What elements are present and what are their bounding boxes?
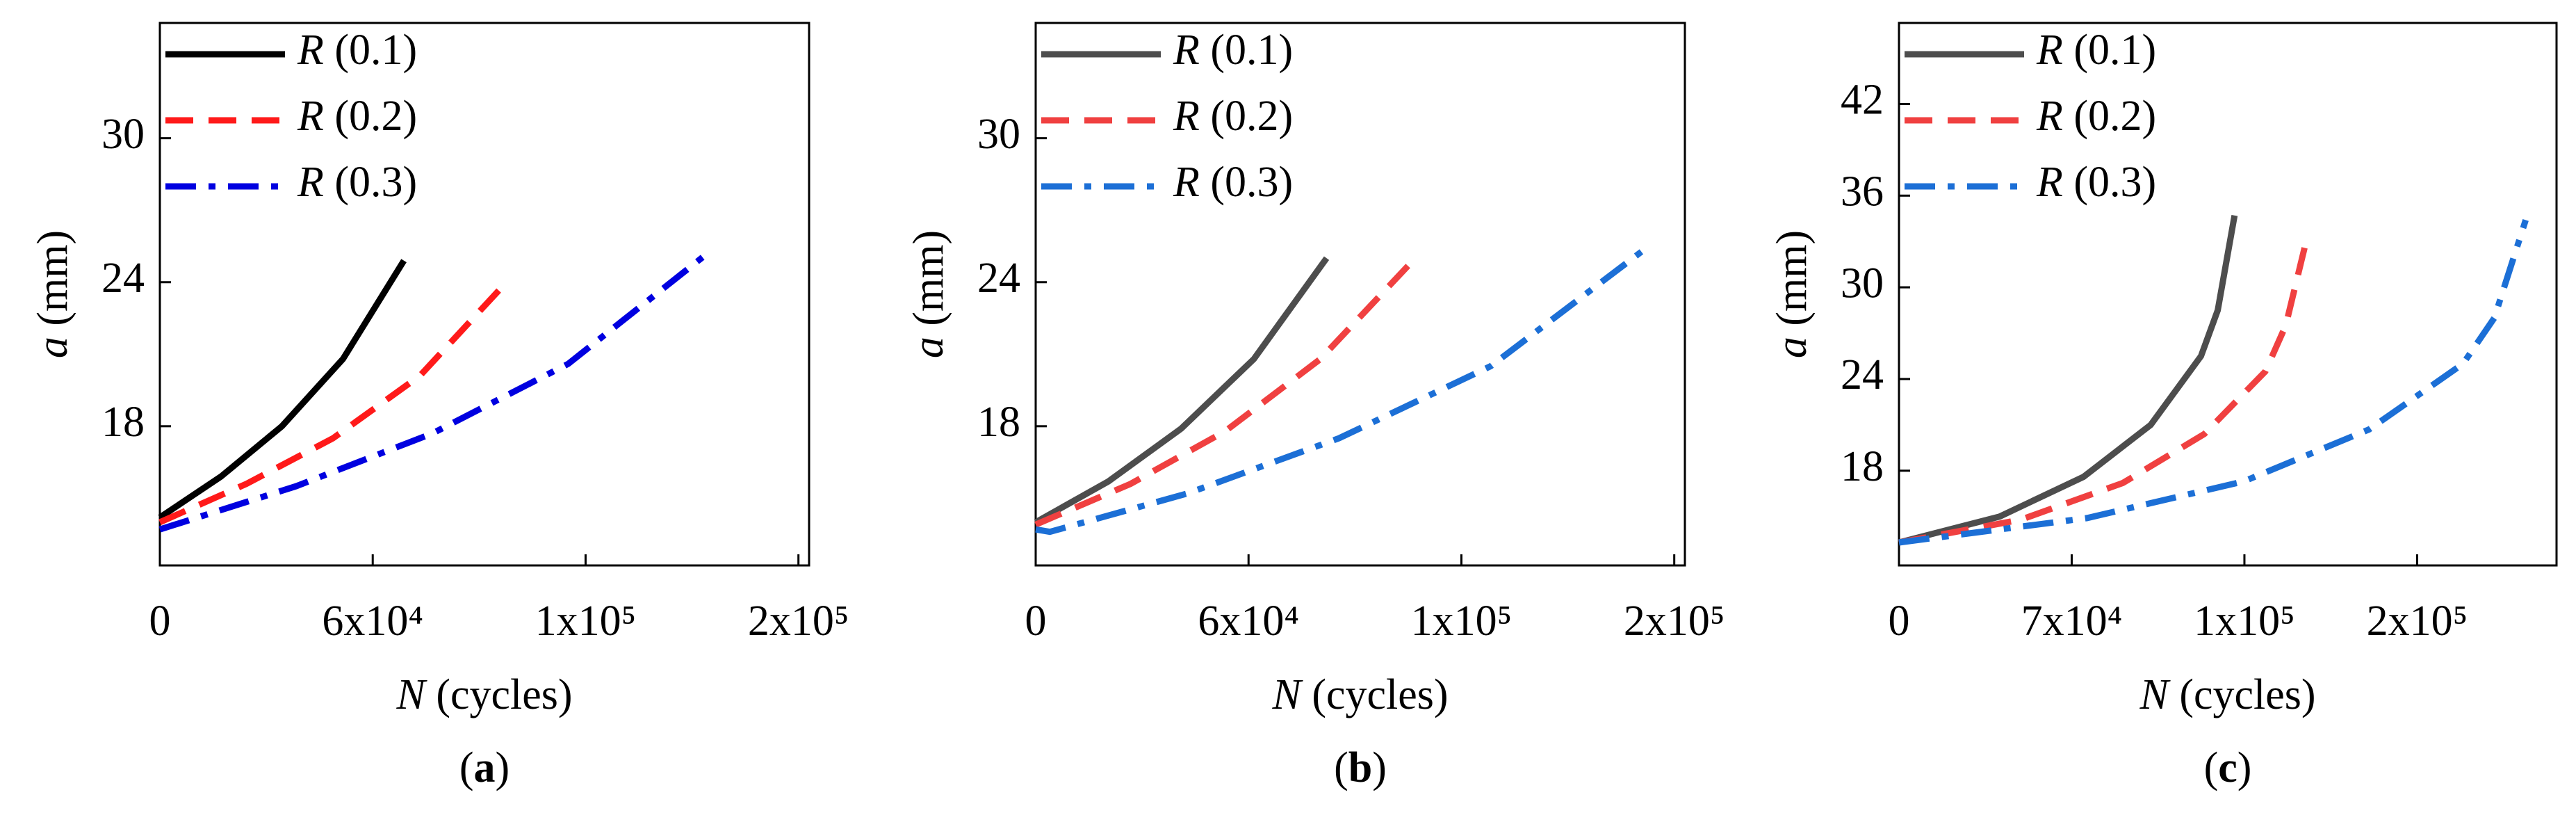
x-tick-label: 7x10⁴ [2021,597,2123,645]
x-tick-label: 1x10⁵ [2194,597,2295,645]
panel-label: (a) [459,744,510,791]
y-tick-label: 24 [1841,351,1884,399]
y-axis-label: a (mm) [1768,230,1816,358]
x-tick-label: 1x10⁵ [1411,597,1513,645]
y-tick-label: 42 [1841,77,1884,124]
x-tick-label: 0 [1025,597,1047,645]
y-axis-label: a (mm) [905,230,952,358]
legend-label: R (0.2) [1173,93,1293,140]
series-line [1898,241,2310,546]
x-tick-label: 6x10⁴ [1198,597,1299,645]
series-line [158,259,407,520]
legend-label: R (0.1) [2036,26,2156,74]
y-axis-label: a (mm) [29,230,76,358]
legend-label: R (0.2) [297,93,417,140]
legend-label: R (0.3) [1173,159,1293,206]
x-tick-label: 2x10⁵ [2367,597,2468,645]
x-axis-label: N (cycles) [2139,671,2315,718]
legend-label: R (0.2) [2036,93,2156,140]
series-line [1034,256,1418,528]
x-tick-label: 2x10⁵ [748,597,849,645]
series-line [1898,215,2238,546]
legend-label: R (0.3) [2036,159,2156,206]
x-tick-label: 6x10⁴ [322,597,423,645]
y-tick-label: 24 [101,255,145,302]
legend-label: R (0.1) [297,26,417,74]
series-line [1034,256,1330,525]
panel-label: (c) [2204,744,2252,791]
x-axis-label: N (cycles) [396,671,572,718]
legend-label: R (0.3) [297,159,417,206]
x-axis-label: N (cycles) [1271,671,1448,718]
y-tick-label: 24 [977,255,1020,302]
x-tick-label: 0 [1889,597,1910,645]
x-tick-label: 1x10⁵ [535,597,637,645]
plot-frame [158,22,810,567]
plot-frame [1034,22,1686,567]
series-line [1035,248,1645,536]
y-tick-label: 18 [977,399,1020,446]
panel-label: (b) [1334,744,1387,791]
series-line [1898,219,2529,546]
plot-frame [1898,22,2558,567]
y-tick-label: 18 [101,399,145,446]
y-tick-label: 30 [1841,259,1884,307]
y-tick-label: 30 [977,111,1020,158]
y-tick-label: 36 [1841,168,1884,216]
series-line [158,280,509,526]
y-tick-label: 30 [101,111,145,158]
x-tick-label: 0 [149,597,171,645]
y-tick-label: 18 [1841,443,1884,490]
x-tick-label: 2x10⁵ [1624,597,1725,645]
legend-label: R (0.1) [1173,26,1293,74]
